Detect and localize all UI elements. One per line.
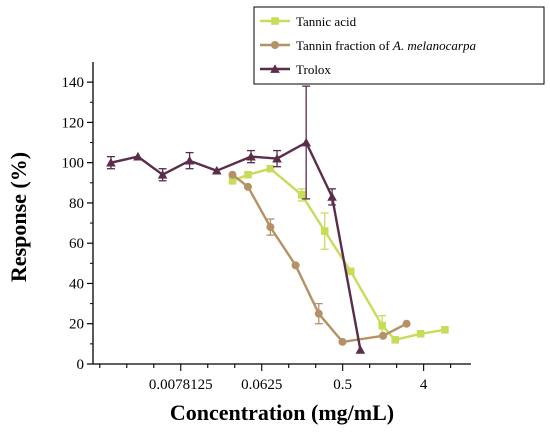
y-tick-label: 80 (69, 196, 84, 212)
y-tick-label: 140 (62, 75, 85, 91)
data-point (228, 176, 237, 185)
data-point (301, 137, 311, 147)
data-point (228, 170, 237, 179)
legend-label: Trolox (296, 62, 331, 77)
data-point (106, 157, 116, 167)
y-tick-label: 0 (77, 357, 85, 373)
legend-box (253, 6, 545, 85)
series-layer (106, 85, 449, 354)
legend-swatch-marker (271, 41, 279, 49)
data-point (243, 182, 252, 191)
legend-entry: Tannin fraction of A. melanocarpa (260, 38, 476, 53)
data-point (327, 192, 337, 201)
data-point (416, 330, 425, 338)
data-point (346, 267, 355, 276)
data-point (402, 319, 411, 328)
y-tick-label: 120 (62, 115, 85, 131)
x-axis-title: Concentration (mg/mL) (170, 400, 394, 425)
data-point (266, 223, 275, 232)
data-point (314, 309, 323, 318)
y-tick-label: 100 (62, 156, 85, 172)
x-tick-label: 0.5 (333, 377, 352, 393)
axes: 0 20 40 60 80 100 120 140 0.0078125 0.0625 0.5 4 (62, 62, 471, 393)
data-point (246, 151, 256, 161)
data-point (157, 169, 168, 179)
data-point (355, 345, 366, 354)
y-tick-label: 40 (69, 276, 84, 292)
series-3 (106, 85, 366, 354)
series-1 (228, 164, 449, 344)
data-point (391, 336, 399, 344)
data-point (184, 155, 195, 165)
data-point (266, 164, 275, 173)
legend-swatch-marker (270, 64, 280, 73)
legend-entry: Trolox (260, 62, 331, 77)
series-line (231, 173, 408, 344)
x-tick-label: 4 (420, 377, 428, 393)
data-point (338, 337, 347, 346)
data-point (379, 331, 388, 340)
series-line (110, 141, 362, 351)
x-tick-label: 0.0078125 (149, 377, 213, 393)
data-point (378, 321, 386, 330)
data-point (244, 170, 252, 179)
legend-swatch-marker (271, 17, 279, 25)
legend-label: Tannin fraction of A. melanocarpa (296, 38, 476, 53)
series-2 (228, 170, 411, 346)
legend-entry: Tannic acid (260, 14, 357, 29)
data-point (133, 151, 143, 161)
y-tick-label: 60 (69, 236, 84, 252)
series-line (232, 167, 446, 341)
data-point (272, 153, 282, 163)
data-point (211, 165, 222, 175)
data-point (297, 191, 306, 199)
legend-label: Tannic acid (296, 14, 357, 29)
data-point (320, 227, 329, 235)
y-axis-title: Response (%) (6, 152, 31, 282)
data-point (291, 261, 300, 270)
legend: Tannic acid Tannin fraction of A. melanoc… (253, 6, 545, 85)
x-tick-label: 0.0625 (241, 377, 282, 393)
data-point (441, 325, 449, 334)
y-tick-label: 20 (69, 317, 84, 333)
